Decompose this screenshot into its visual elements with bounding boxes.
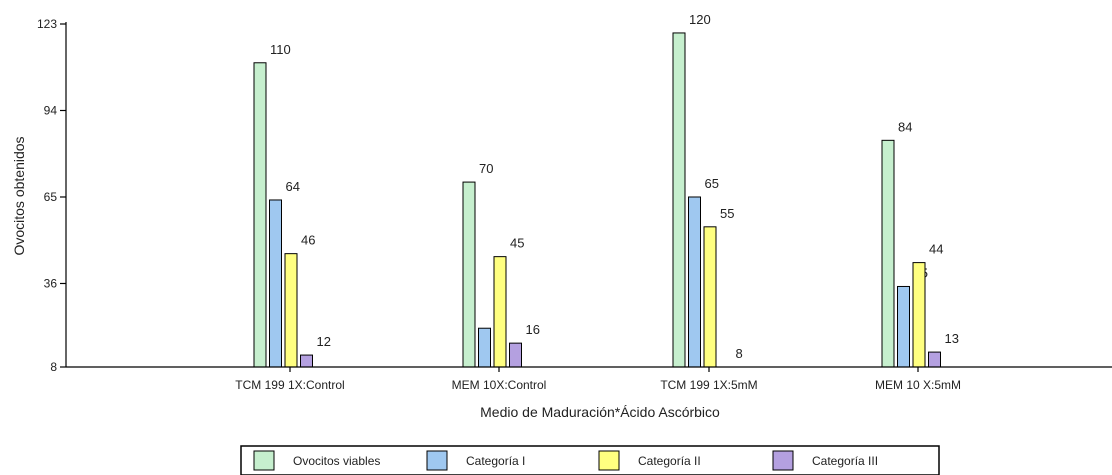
legend-label: Ovocitos viables	[293, 454, 380, 468]
legend-swatch	[253, 450, 275, 471]
data-label: 65	[705, 176, 719, 191]
legend-label: Categoría I	[466, 454, 525, 468]
data-label: 120	[689, 12, 711, 27]
x-axis: TCM 199 1X:Control MEM 10X:Control TCM 199…	[66, 366, 1112, 392]
data-label: 8	[736, 346, 743, 361]
legend-swatch	[598, 450, 620, 471]
data-label: 55	[720, 206, 734, 221]
legend-frame	[240, 445, 940, 475]
bar	[897, 285, 910, 368]
data-label: 70	[479, 161, 493, 176]
data-label: 12	[317, 334, 331, 349]
bar	[462, 181, 476, 368]
plot-area: 1106446127045161206555884354413	[253, 12, 959, 368]
x-tick-label: MEM 10 X:5mM	[875, 378, 961, 392]
bar	[881, 139, 895, 368]
bar	[912, 262, 926, 368]
x-tick-label: TCM 199 1X:5mM	[660, 378, 757, 392]
x-tick-label: MEM 10X:Control	[452, 378, 547, 392]
bar	[672, 32, 686, 368]
bar	[284, 253, 298, 368]
legend-swatch	[426, 450, 448, 471]
legend: Ovocitos viables Categoría I Categoría II C…	[240, 445, 940, 475]
x-tick-label: TCM 199 1X:Control	[235, 378, 344, 392]
bar	[253, 62, 267, 368]
y-axis-label: Ovocitos obtenidos	[11, 136, 27, 255]
data-label: 84	[898, 119, 912, 134]
y-tick-label: 36	[44, 276, 58, 290]
bar	[928, 351, 941, 368]
bar	[688, 196, 701, 368]
data-label: 44	[929, 242, 943, 257]
data-label: 16	[526, 322, 540, 337]
bar	[300, 354, 313, 368]
bar	[478, 327, 491, 368]
data-label: 64	[286, 179, 300, 194]
y-axis: 8 36 65 94 123	[37, 17, 67, 374]
data-label: 45	[510, 236, 524, 251]
data-label: 46	[301, 233, 315, 248]
y-tick-label: 123	[37, 17, 57, 31]
x-axis-label: Medio de Maduración*Ácido Ascórbico	[480, 404, 720, 420]
legend-label: Categoría III	[812, 454, 878, 468]
legend-label: Categoría II	[638, 454, 701, 468]
bar	[269, 199, 282, 368]
bar	[703, 226, 717, 368]
y-tick-label: 8	[50, 360, 57, 374]
legend-swatch	[772, 450, 794, 471]
y-tick-label: 94	[44, 103, 58, 117]
data-label: 13	[945, 331, 959, 346]
data-label: 110	[270, 42, 291, 57]
bar	[493, 256, 507, 368]
y-tick-label: 65	[44, 190, 58, 204]
bar	[509, 342, 522, 368]
